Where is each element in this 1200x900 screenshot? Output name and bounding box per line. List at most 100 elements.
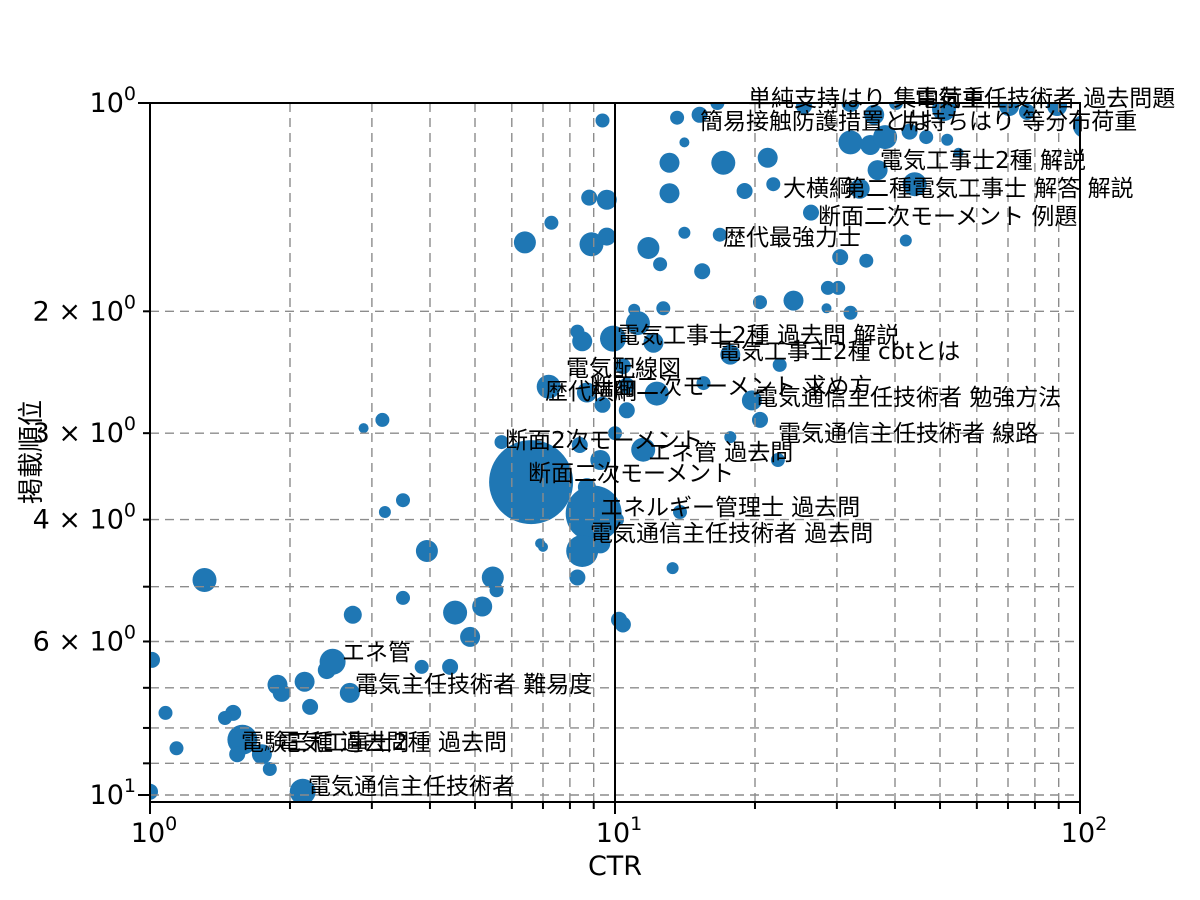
data-point (796, 103, 812, 114)
data-point (319, 648, 346, 675)
y-tick-label: 101 (90, 775, 136, 811)
data-point (375, 412, 390, 427)
data-point (229, 746, 246, 763)
x-tick-label: 102 (1061, 813, 1107, 849)
data-point (396, 493, 410, 508)
data-point (590, 450, 611, 470)
annotation-label: エネ管 過去問 (648, 440, 793, 466)
data-point (614, 358, 631, 375)
data-point (262, 762, 277, 776)
data-point (1047, 103, 1068, 116)
x-tick-label: 100 (131, 813, 177, 849)
data-point (932, 103, 956, 121)
data-point (656, 301, 671, 316)
data-point (999, 103, 1020, 116)
annotation-label: 電気通信主任技術者 (308, 774, 515, 800)
data-point (571, 437, 588, 453)
data-point (694, 263, 711, 280)
data-point (618, 402, 635, 419)
data-point (864, 104, 885, 125)
data-point (597, 227, 616, 246)
data-point (889, 103, 903, 110)
data-point (579, 232, 604, 257)
annotation-label: エネ管 (342, 640, 411, 666)
data-point (251, 744, 272, 765)
annotation-label: 歴代横綱 (545, 379, 637, 405)
y-tick-label: 6 × 100 (33, 621, 136, 657)
data-point (859, 253, 874, 268)
data-point (899, 234, 912, 247)
data-point (752, 411, 768, 428)
data-point (415, 540, 438, 562)
y-tick-label: 3 × 100 (33, 413, 136, 449)
data-point (803, 204, 819, 221)
annotation-label: 電気通信主任技術者 過去問 (590, 521, 873, 547)
data-point (302, 698, 319, 715)
data-point (724, 431, 737, 444)
annotation-label: 電気通信主任技術者 線路 (778, 421, 1038, 447)
data-point (150, 651, 160, 668)
data-point (544, 215, 559, 230)
data-point (494, 435, 509, 450)
annotation-label: 電気通信主任技術者 勉強方法 (755, 385, 1061, 411)
data-point (757, 147, 778, 168)
data-point (614, 616, 631, 633)
data-point (272, 683, 291, 702)
annotation-label: 電験三種 過去問 (241, 730, 409, 756)
annotation-label: 第二種電気工事士 解答 解説 (843, 176, 1134, 202)
data-point (644, 381, 669, 406)
data-point (953, 147, 964, 158)
data-point (596, 189, 617, 210)
data-point (396, 590, 410, 605)
data-point (218, 711, 232, 725)
data-point (849, 178, 870, 199)
annotation-label: 断面二次モーメント 求め方 (590, 374, 872, 400)
data-point (343, 605, 362, 624)
data-point (576, 382, 597, 403)
annotation-label: 大横綱 (783, 176, 852, 202)
y-tick-label: 2 × 100 (33, 291, 136, 327)
annotation-label: 単純支持はり 集中荷重 (748, 86, 985, 112)
data-point (772, 357, 787, 372)
x-axis-label: CTR (588, 851, 642, 882)
data-point (710, 103, 725, 110)
data-point (838, 130, 863, 155)
data-point (581, 189, 598, 206)
annotation-label: 電気主任技術者 過去問題 (915, 86, 1175, 112)
annotation-label: エネルギー管理士 過去問 (600, 495, 860, 521)
annotation-label: 電気主任技術者 難易度 (355, 672, 592, 698)
annotation-label: 電気工事士2種 cbtとは (718, 339, 960, 365)
data-point (659, 183, 680, 204)
data-point (600, 325, 626, 352)
data-point (673, 505, 687, 519)
annotation-label: 電気配線図 (566, 356, 681, 382)
data-point (678, 226, 691, 239)
annotation-label: 断面二次モーメント (528, 461, 734, 487)
data-point (442, 658, 459, 675)
data-point (670, 110, 685, 125)
data-point (843, 305, 858, 320)
data-point (569, 569, 586, 586)
data-point (653, 257, 668, 272)
annotation-label: 電気工事士2種 過去問 解説 (617, 323, 899, 349)
data-point (594, 396, 611, 413)
data-point (711, 150, 736, 175)
data-point (736, 183, 753, 199)
data-point (841, 103, 860, 112)
data-point (158, 705, 173, 720)
annotation-label: 断面二次モーメント 例題 (818, 204, 1077, 230)
data-point (289, 778, 316, 802)
data-point (919, 130, 934, 145)
data-point (1019, 103, 1035, 120)
y-tick-label: 4 × 100 (33, 500, 136, 536)
data-point (358, 423, 369, 434)
data-point (783, 290, 804, 311)
data-point (631, 437, 656, 462)
data-point (696, 376, 711, 391)
data-point (820, 280, 835, 295)
data-point (339, 682, 360, 703)
